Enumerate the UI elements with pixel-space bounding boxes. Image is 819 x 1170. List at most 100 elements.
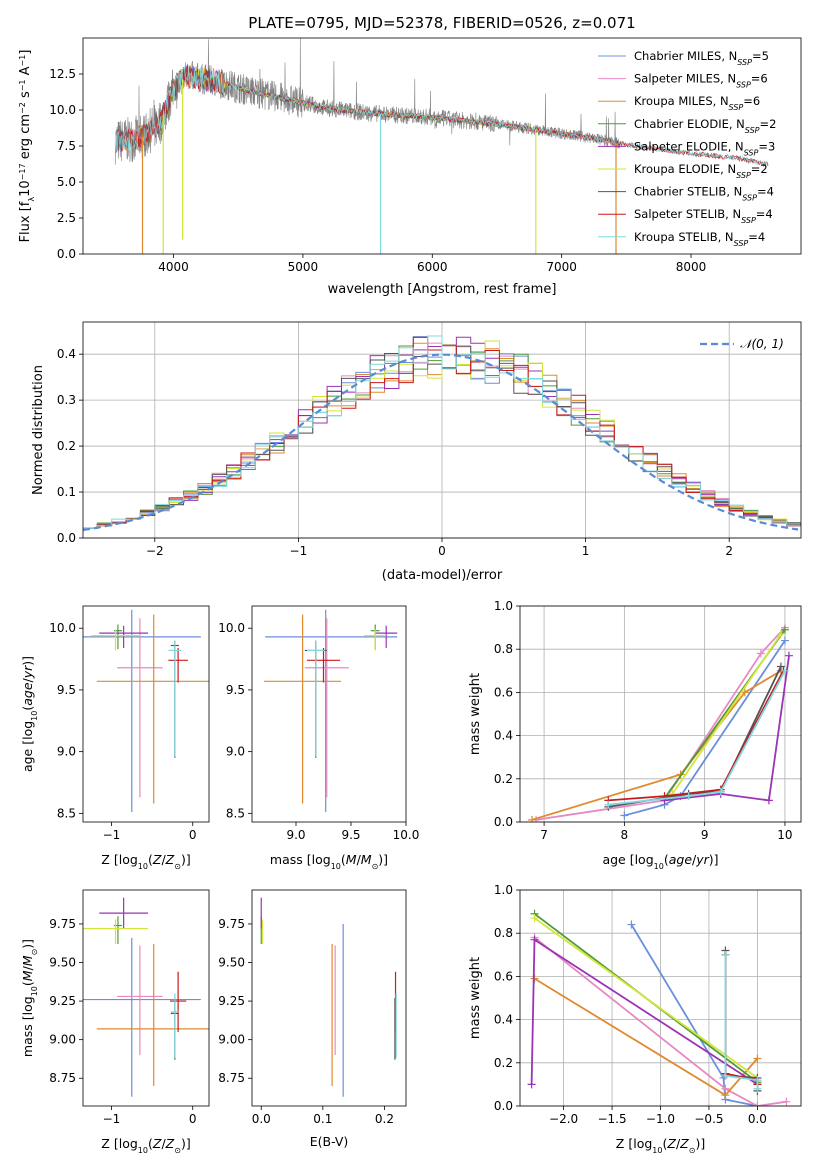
data-point — [721, 1071, 730, 1080]
data-point — [753, 1084, 762, 1093]
data-point — [604, 800, 613, 809]
x-axis-label: (data-model)/error — [382, 568, 503, 583]
data-point — [753, 1054, 762, 1063]
y-tick-label: 9.25 — [49, 994, 76, 1008]
errorbar-kroupa-elodie — [91, 629, 140, 651]
data-point — [528, 815, 537, 822]
y-tick-label: 9.00 — [49, 1033, 76, 1047]
data-point — [756, 649, 765, 658]
y-tick-label: 9.50 — [218, 956, 245, 970]
data-point — [684, 792, 693, 801]
series-kroupa-stelib — [604, 666, 789, 809]
data-point — [764, 796, 773, 805]
errorbar-salpeter-stelib — [169, 971, 187, 1032]
data-point — [780, 625, 789, 634]
x-tick-label: 0.1 — [313, 1112, 332, 1126]
series-kroupa-stelib — [721, 950, 762, 1093]
y-tick-label: 9.0 — [226, 745, 245, 759]
data-point — [530, 914, 539, 923]
y-tick-label: 9.5 — [226, 683, 245, 697]
series-line — [664, 655, 790, 802]
errorbar-kroupa-stelib — [307, 640, 325, 757]
data-point — [530, 935, 539, 944]
x-axis-label: Z [log10(Z/Z⊙)] — [616, 1136, 705, 1155]
axes-mass-vs-ebv: 0.0 0.1 0.2 8.75 9.00 9.25 9.50 9.75 E(B-V) — [218, 889, 407, 1149]
x-tick-label: 9.5 — [341, 828, 360, 842]
legend-label: Chabrier ELODIE, NSSP=2 — [634, 117, 776, 135]
x-tick-label: −1.0 — [646, 1112, 675, 1126]
y-axis-label: Flux [fλ10−17 erg cm−2 s−1 A−1] — [18, 50, 36, 243]
y-tick-label: 9.5 — [57, 683, 76, 697]
errorbar-salpeter-stelib — [168, 647, 188, 683]
data-point — [527, 1080, 536, 1089]
data-point — [716, 787, 725, 796]
series-line — [624, 640, 786, 817]
y-tick-label: 0.0 — [57, 247, 76, 261]
figure-title: PLATE=0795, MJD=52378, FIBERID=0526, z=0… — [248, 14, 635, 32]
axes-residuals: −2 −1 0 1 2 0.0 0.1 0.2 0.3 0.4 (data-model)/error… — [31, 321, 802, 583]
series-line — [533, 917, 758, 1079]
legend-label: Salpeter STELIB, NSSP=4 — [634, 207, 773, 225]
axes-frame — [82, 605, 210, 823]
data-point — [782, 1097, 791, 1106]
y-tick-label: 9.50 — [49, 956, 76, 970]
y-tick-label: 8.5 — [226, 806, 245, 820]
x-tick-label: −1.5 — [597, 1112, 626, 1126]
errorbar-chabrier-miles — [83, 609, 201, 813]
errorbar-salpeter-miles — [117, 945, 163, 1056]
x-tick-label: 10.0 — [393, 828, 420, 842]
y-tick-label: 1.0 — [494, 883, 513, 897]
x-axis-label: Z [log10(Z/Z⊙)] — [101, 852, 190, 871]
y-tick-label: 9.75 — [49, 917, 76, 931]
model-spectrum-salpeter-stelib — [115, 67, 769, 167]
x-tick-label: 0 — [438, 544, 446, 558]
y-tick-label: 8.75 — [218, 1071, 245, 1085]
x-tick-label: −1 — [290, 544, 308, 558]
x-axis-label: wavelength [Angstrom, rest frame] — [328, 282, 557, 297]
y-tick-label: 9.0 — [57, 745, 76, 759]
data-point — [721, 1091, 730, 1100]
data-point — [776, 630, 785, 639]
y-tick-label: 0.4 — [494, 1013, 513, 1027]
axes-frame — [251, 889, 407, 1107]
y-tick-label: 0.6 — [494, 969, 513, 983]
x-tick-label: 0.0 — [748, 1112, 767, 1126]
y-tick-label: 5.0 — [57, 175, 76, 189]
errorbar-salpeter-elodie — [99, 897, 149, 929]
legend-label: Kroupa ELODIE, NSSP=2 — [634, 162, 768, 180]
y-tick-label: 0.8 — [494, 642, 513, 656]
data-point — [780, 666, 789, 675]
model-spectrum-kroupa-miles — [114, 65, 617, 154]
x-tick-label: 2 — [725, 544, 733, 558]
y-tick-label: 0.2 — [494, 1056, 513, 1070]
y-tick-label: 10.0 — [49, 103, 76, 117]
legend-label: Kroupa MILES, NSSP=6 — [634, 94, 760, 112]
axes-frame — [82, 889, 210, 1107]
y-tick-label: 7.5 — [57, 139, 76, 153]
data-point — [784, 651, 793, 660]
y-tick-label: 0.8 — [494, 926, 513, 940]
x-tick-label: 1 — [582, 544, 590, 558]
legend-label: Salpeter ELODIE, NSSP=3 — [634, 139, 775, 157]
legend-label: Chabrier MILES, NSSP=5 — [634, 49, 769, 67]
data-point — [780, 636, 789, 645]
y-tick-label: 2.5 — [57, 211, 76, 225]
axes-frame — [519, 605, 802, 823]
y-tick-label: 10.0 — [49, 621, 76, 635]
y-tick-label: 0.4 — [57, 347, 76, 361]
legend-label: Kroupa STELIB, NSSP=4 — [634, 230, 765, 248]
axes-weight-vs-z: −2.0 −1.5 −1.0 −0.5 0.0 0.0 0.2 0.4 0.6 0.8 1.0 mas… — [468, 883, 802, 1155]
y-tick-label: 0.2 — [494, 772, 513, 786]
y-tick-label: 1.0 — [494, 599, 513, 613]
gaussian-curve — [82, 353, 799, 531]
y-axis-label: mass weight — [468, 957, 483, 1039]
axes-spectrum: 4000 5000 6000 7000 8000 0.0 2.5 5.0 7.5 10.0 12.5… — [18, 37, 802, 297]
series-line — [724, 954, 759, 1089]
axes-mass-vs-z: −1 0 8.75 9.00 9.25 9.50 9.75 Z [log10(Z/Z⊙)] ma… — [20, 889, 210, 1155]
axes-weight-vs-age: 7 8 9 10 0.0 0.2 0.4 0.6 0.8 1.0 mass weight age [l… — [468, 599, 802, 871]
axes-age-vs-z: −1 0 8.5 9.0 9.5 10.0 Z [log10(Z/Z⊙)] age [log1… — [20, 605, 210, 871]
x-tick-label: 0 — [189, 828, 197, 842]
errorbar-kroupa-elodie — [83, 919, 149, 944]
errorbar-kroupa-miles — [264, 614, 342, 804]
